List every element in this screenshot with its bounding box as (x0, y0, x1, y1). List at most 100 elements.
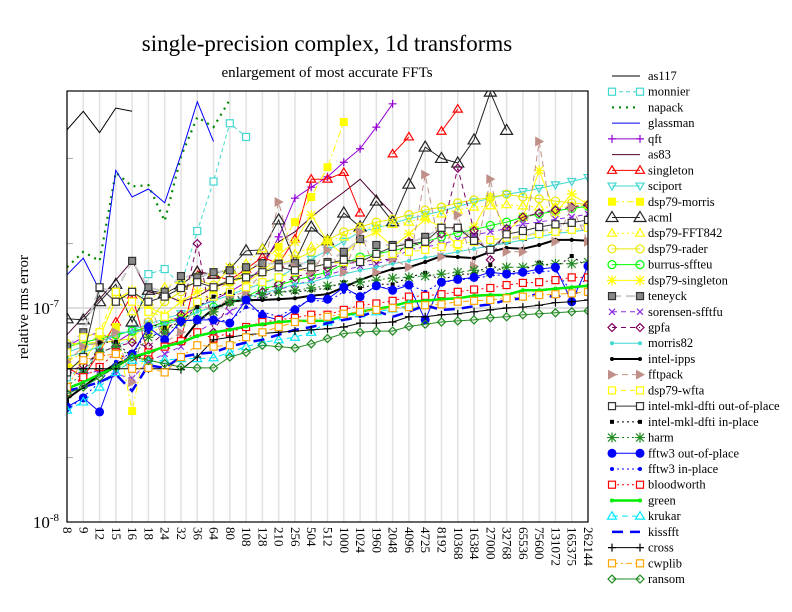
legend-label: green (648, 493, 677, 507)
legend-marker (607, 559, 617, 568)
data-point-singleton (338, 166, 350, 177)
data-point-fftpack (502, 246, 512, 257)
data-point-dsp79-morris (323, 163, 332, 172)
series-line-kissfft (67, 290, 588, 393)
legend-item-qft: qft (608, 132, 662, 146)
data-point-acml (67, 311, 75, 324)
data-point-bloodworth (583, 273, 588, 282)
data-point-cross (518, 303, 527, 312)
data-point-dsp79-wfta (453, 239, 462, 249)
legend-label: bloodworth (648, 478, 706, 492)
legend-item-monnier: monnier (607, 85, 690, 99)
legend-label: dsp79-morris (648, 195, 715, 209)
data-point-sciport (582, 173, 588, 183)
data-point-gpfa (583, 199, 588, 210)
data-point-sorensen-sfftfu (161, 350, 169, 358)
data-point-cwplib (437, 300, 446, 309)
data-point-fftpack (356, 226, 366, 237)
data-point-intel-mkl-dfti-out-of-place (339, 255, 348, 264)
data-point-bloodworth (404, 292, 414, 301)
data-point-intel-mkl-dfti-out-of-place (583, 215, 588, 225)
data-point-sciport (468, 198, 480, 208)
legend-marker (635, 244, 645, 254)
data-point-dsp79-morris (128, 407, 137, 416)
chart-title: single-precision complex, 1d transforms (142, 31, 513, 56)
legend-marker (607, 244, 617, 254)
data-point-ransom (257, 340, 268, 351)
data-point-intel-ipps (390, 267, 395, 272)
data-point-dsp79-singleton (403, 228, 414, 239)
data-point-green (211, 330, 216, 335)
data-point-intel-mkl-dfti-in-place (488, 262, 493, 267)
legend-label: fftpack (648, 368, 684, 382)
series-monnier (67, 119, 251, 382)
data-point-cross (535, 301, 544, 310)
data-point-morris82 (162, 322, 167, 327)
data-point-dsp79-wfta (567, 225, 576, 234)
legend-marker (634, 227, 646, 237)
data-point-bloodworth (518, 278, 527, 288)
data-point-sciport (452, 202, 463, 212)
data-point-intel-mkl-dfti-out-of-place (535, 222, 544, 232)
legend-marker (607, 260, 617, 270)
data-point-cwplib (258, 328, 267, 337)
data-point-sciport (550, 181, 561, 191)
data-point-intel-mkl-dfti-out-of-place (258, 268, 267, 277)
x-tick-label: 65536 (516, 527, 531, 560)
x-tick-label: 1024 (353, 527, 368, 554)
legend-item-dsp79-singleton: dsp79-singleton (607, 273, 729, 287)
data-point-fftw3-in-place (260, 309, 265, 314)
data-point-ransom (273, 341, 284, 352)
x-tick-label: 4725 (418, 527, 433, 553)
data-point-intel-mkl-dfti-out-of-place (67, 368, 72, 377)
data-point-krukar (67, 404, 73, 414)
data-point-fftw3-out-of-place (290, 305, 300, 315)
data-point-teneyck (355, 234, 365, 244)
data-point-dsp79-wfta (583, 223, 588, 232)
data-point-dsp79-singleton (420, 214, 431, 225)
x-tick-label: 108 (239, 527, 254, 547)
legend-marker (635, 322, 645, 333)
legend-marker (607, 291, 617, 301)
legend-marker (634, 510, 646, 520)
legend-item-sorensen-sfftfu: sorensen-sfftfu (608, 305, 723, 319)
data-point-dsp79-rader (371, 217, 381, 227)
data-point-bloodworth (486, 283, 495, 293)
series-kissfft (67, 290, 588, 393)
x-tick-label: 8192 (434, 527, 449, 553)
data-point-dsp79-wfta (535, 229, 544, 238)
legend-marker (604, 210, 620, 223)
data-point-sorensen-sfftfu (226, 308, 234, 316)
x-tick-label: 1960 (369, 527, 384, 553)
data-point-dsp79-singleton (322, 236, 333, 247)
data-point-fftpack (128, 377, 138, 388)
legend-marker (606, 510, 618, 520)
data-point-krukar (305, 326, 317, 336)
data-point-dsp79-rader (518, 192, 528, 202)
legend-item-singleton: singleton (606, 163, 695, 177)
legend-item-teneyck: teneyck (607, 289, 688, 303)
plot-frame (66, 90, 589, 523)
data-point-cross (95, 364, 104, 373)
data-point-intel-mkl-dfti-out-of-place (388, 242, 397, 251)
x-tick-label: 2048 (386, 527, 401, 553)
data-point-bloodworth (551, 276, 560, 285)
data-point-dsp79-singleton (566, 188, 577, 199)
legend-item-cwplib: cwplib (607, 556, 682, 570)
data-point-ransom (534, 308, 545, 319)
legend-marker (610, 341, 614, 346)
data-point-cwplib (67, 382, 72, 392)
data-point-green (97, 372, 102, 377)
data-point-ransom (583, 305, 588, 316)
data-point-qft (356, 144, 365, 153)
data-point-fftw3-out-of-place (583, 261, 588, 271)
data-point-ransom (208, 363, 219, 373)
data-point-intel-mkl-dfti-out-of-place (176, 283, 186, 293)
series-cwplib (67, 287, 588, 392)
data-point-cross (486, 305, 495, 314)
data-point-cwplib (567, 289, 576, 298)
data-point-green (195, 333, 200, 338)
data-point-dsp79-rader (306, 247, 316, 257)
data-point-morris82 (195, 309, 200, 314)
data-point-cwplib (128, 364, 137, 373)
